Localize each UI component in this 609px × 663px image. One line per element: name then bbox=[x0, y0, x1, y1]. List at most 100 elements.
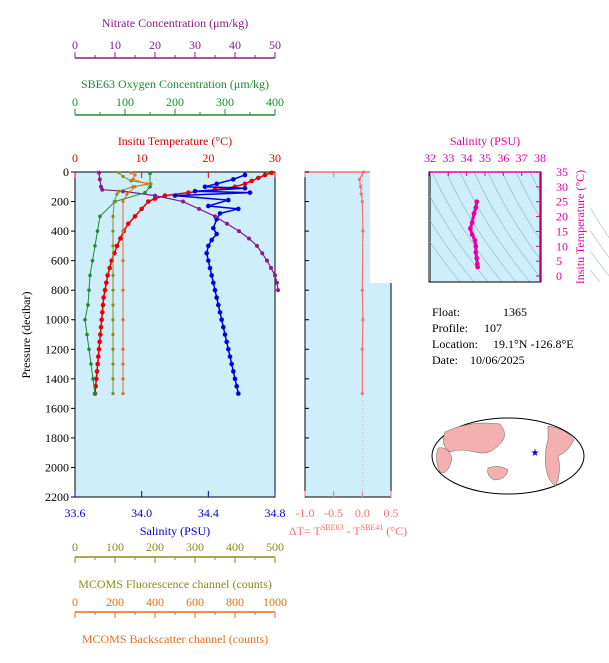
delta-tick-label: 0.5 bbox=[384, 506, 399, 520]
delta-data-point bbox=[360, 199, 364, 204]
oxygen-data-point bbox=[86, 303, 90, 307]
temperature-data-point bbox=[99, 317, 104, 323]
backscatter-data-point bbox=[145, 182, 149, 186]
nitrate-axis-title: Nitrate Concentration (μm/kg) bbox=[102, 16, 248, 30]
ts-density-contour bbox=[445, 171, 517, 283]
world-map: ★ bbox=[431, 417, 585, 495]
temperature-axis-title: Insitu Temperature (°C) bbox=[118, 134, 232, 148]
temperature-data-point bbox=[249, 178, 254, 184]
main-plot-area bbox=[74, 171, 276, 498]
backscatter-data-point bbox=[125, 192, 129, 196]
temperature-data-point bbox=[256, 175, 261, 181]
salinity-data-point bbox=[212, 287, 218, 293]
ts-x-tick-label: 38 bbox=[534, 151, 546, 165]
salinity-data-point bbox=[236, 391, 241, 396]
ts-y-tick-label: 15 bbox=[556, 224, 568, 238]
salinity-data-point bbox=[172, 193, 178, 198]
pressure-tick-label: 800 bbox=[51, 283, 69, 297]
float-location-star-icon: ★ bbox=[531, 448, 540, 459]
oxygen-data-point bbox=[143, 190, 147, 195]
nitrate-tick-label: 40 bbox=[229, 38, 241, 52]
ts-data-point bbox=[473, 243, 479, 249]
salinity-data-point bbox=[206, 243, 211, 249]
location-label: Location: bbox=[432, 337, 478, 351]
ts-y-tick-label: 0 bbox=[556, 269, 562, 283]
fluorescence-data-point bbox=[111, 303, 115, 307]
fluorescence-data-point bbox=[111, 229, 115, 233]
ts-y-tick-label: 5 bbox=[556, 254, 562, 268]
oxygen-data-point bbox=[87, 347, 91, 352]
salinity-data-point bbox=[236, 206, 241, 212]
delta-data-point bbox=[360, 391, 364, 396]
pressure-tick-label: 1200 bbox=[45, 342, 69, 356]
salinity-data-point bbox=[216, 302, 221, 308]
ts-y-tick-label: 35 bbox=[556, 165, 568, 179]
fluorescence-data-point bbox=[117, 189, 121, 193]
ts-x-tick-label: 33 bbox=[442, 151, 454, 165]
backscatter-axis-title: MCOMS Backscatter channel (counts) bbox=[82, 632, 268, 646]
salinity-data-point bbox=[224, 339, 229, 345]
salinity-data-point bbox=[232, 376, 238, 382]
nitrate-data-point bbox=[269, 266, 273, 271]
fluorescence-data-point bbox=[117, 171, 121, 175]
oxygen-data-point bbox=[88, 273, 92, 278]
ts-density-contour bbox=[473, 171, 545, 283]
salinity-data-point bbox=[206, 203, 211, 209]
salinity-data-point bbox=[209, 237, 214, 243]
temperature-data-point bbox=[96, 354, 101, 359]
salinity-data-point bbox=[211, 225, 216, 231]
nitrate-tick-label: 10 bbox=[109, 38, 121, 52]
pressure-tick-label: 200 bbox=[51, 195, 69, 209]
salinity-data-point bbox=[234, 383, 239, 389]
nitrate-data-point bbox=[181, 199, 185, 204]
ts-data-point bbox=[469, 232, 475, 237]
salinity-data-point bbox=[217, 211, 223, 216]
oxygen-tick-label: 400 bbox=[266, 95, 284, 109]
fluorescence-tick-label: 0 bbox=[72, 540, 78, 554]
nitrate-data-point bbox=[247, 236, 251, 241]
temperature-tick-label: 0 bbox=[72, 151, 78, 165]
world-map-land-africa bbox=[436, 447, 453, 473]
salinity-data-point bbox=[226, 346, 231, 352]
fluorescence-data-point bbox=[111, 391, 115, 396]
salinity-data-point bbox=[206, 258, 211, 263]
fluorescence-data-point bbox=[111, 332, 115, 337]
temperature-data-point bbox=[114, 243, 120, 249]
temperature-data-point bbox=[95, 361, 100, 367]
fluorescence-tick-label: 100 bbox=[106, 540, 124, 554]
nitrate-tick-label: 30 bbox=[189, 38, 201, 52]
salinity-data-point bbox=[227, 354, 233, 359]
fluorescence-tick-label: 400 bbox=[226, 540, 244, 554]
salinity-data-point bbox=[192, 188, 198, 194]
backscatter-data-point bbox=[121, 229, 125, 233]
fluorescence-axis-title: MCOMS Fluorescence channel (counts) bbox=[78, 577, 272, 591]
salinity-data-point bbox=[247, 190, 253, 195]
salinity-data-point bbox=[211, 280, 216, 286]
temperature-data-point bbox=[94, 369, 100, 374]
ts-mask-right bbox=[540, 171, 591, 283]
temperature-tick-label: 20 bbox=[202, 151, 214, 165]
fluorescence-data-point bbox=[115, 192, 119, 196]
date-label: Date: bbox=[432, 353, 458, 367]
pressure-tick-label: 1400 bbox=[45, 372, 69, 386]
profile-value: 107 bbox=[484, 321, 502, 335]
salinity-tick-label: 34.8 bbox=[265, 506, 286, 520]
salinity-data-point bbox=[231, 369, 236, 374]
oxygen-data-point bbox=[95, 229, 100, 233]
float-info: Float: 1365 Profile: 107 Location: 19.1°… bbox=[432, 305, 574, 367]
backscatter-data-point bbox=[131, 177, 135, 181]
ts-data-point bbox=[475, 264, 481, 270]
nitrate-tick-label: 20 bbox=[149, 38, 161, 52]
ts-x-tick-label: 34 bbox=[461, 151, 473, 165]
nitrate-tick-label: 0 bbox=[72, 38, 78, 52]
pressure-tick-label: 1000 bbox=[45, 313, 69, 327]
temperature-data-point bbox=[242, 181, 248, 187]
temperature-data-point bbox=[152, 196, 158, 201]
oxygen-data-point bbox=[91, 377, 95, 381]
pressure-tick-label: 1600 bbox=[45, 401, 69, 415]
pressure-tick-label: 600 bbox=[51, 254, 69, 268]
temperature-data-point bbox=[94, 376, 99, 382]
salinity-data-point bbox=[202, 184, 208, 190]
